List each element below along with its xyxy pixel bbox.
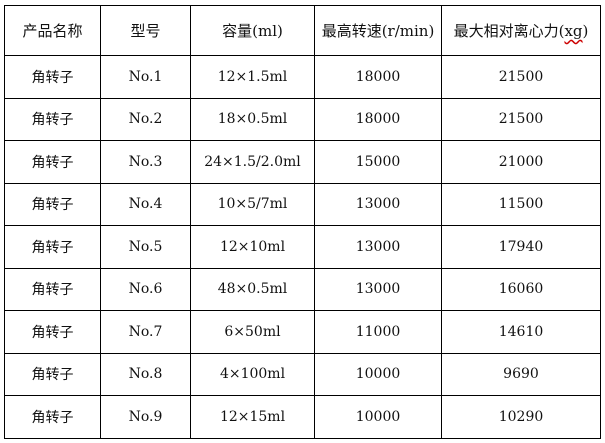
header-max-speed: 最高转速(r/min) [314, 5, 442, 56]
cell-max-rcf: 21500 [441, 55, 601, 99]
cell-max-speed: 10000 [314, 352, 442, 396]
table-row: 角转子 No.7 6×50ml 11000 14610 [4, 310, 601, 354]
header-model: 型号 [100, 5, 191, 56]
cell-model: No.3 [100, 140, 191, 184]
table-row: 角转子 No.5 12×10ml 13000 17940 [4, 225, 601, 269]
cell-max-rcf: 9690 [441, 352, 601, 396]
cell-max-speed: 18000 [314, 97, 442, 141]
cell-model: No.8 [100, 352, 191, 396]
table-row: 角转子 No.4 10×5/7ml 13000 11500 [4, 182, 601, 226]
cell-max-rcf: 21000 [441, 140, 601, 184]
cell-product-name: 角转子 [4, 267, 101, 311]
cell-max-rcf: 11500 [441, 182, 601, 226]
cell-max-rcf: 17940 [441, 225, 601, 269]
header-max-rcf-unit: xg [564, 22, 583, 40]
cell-max-speed: 13000 [314, 267, 442, 311]
cell-model: No.4 [100, 182, 191, 226]
cell-model: No.9 [100, 395, 191, 439]
cell-capacity: 6×50ml [190, 310, 315, 354]
cell-max-speed: 13000 [314, 225, 442, 269]
header-capacity: 容量(ml) [190, 5, 315, 56]
table-row: 角转子 No.1 12×1.5ml 18000 21500 [4, 55, 601, 99]
cell-max-speed: 18000 [314, 55, 442, 99]
cell-product-name: 角转子 [4, 97, 101, 141]
table-header-row: 产品名称 型号 容量(ml) 最高转速(r/min) 最大相对离心力(xg) [4, 5, 601, 56]
cell-capacity: 12×1.5ml [190, 55, 315, 99]
table-row: 角转子 No.8 4×100ml 10000 9690 [4, 352, 601, 396]
cell-product-name: 角转子 [4, 55, 101, 99]
cell-capacity: 12×10ml [190, 225, 315, 269]
cell-capacity: 48×0.5ml [190, 267, 315, 311]
cell-capacity: 18×0.5ml [190, 97, 315, 141]
cell-capacity: 10×5/7ml [190, 182, 315, 226]
cell-capacity: 4×100ml [190, 352, 315, 396]
cell-model: No.2 [100, 97, 191, 141]
cell-product-name: 角转子 [4, 395, 101, 439]
cell-product-name: 角转子 [4, 310, 101, 354]
cell-model: No.6 [100, 267, 191, 311]
cell-max-speed: 10000 [314, 395, 442, 439]
cell-max-speed: 11000 [314, 310, 442, 354]
header-max-rcf-prefix: 最大相对离心力( [453, 22, 565, 40]
cell-model: No.1 [100, 55, 191, 99]
cell-capacity: 12×15ml [190, 395, 315, 439]
table-row: 角转子 No.9 12×15ml 10000 10290 [4, 395, 601, 439]
cell-capacity: 24×1.5/2.0ml [190, 140, 315, 184]
cell-product-name: 角转子 [4, 352, 101, 396]
header-product-name: 产品名称 [4, 5, 101, 56]
header-max-rcf: 最大相对离心力(xg) [441, 5, 601, 56]
cell-max-rcf: 14610 [441, 310, 601, 354]
cell-max-rcf: 10290 [441, 395, 601, 439]
table-row: 角转子 No.6 48×0.5ml 13000 16060 [4, 267, 601, 311]
header-max-rcf-suffix: ) [582, 22, 589, 40]
cell-max-rcf: 16060 [441, 267, 601, 311]
cell-product-name: 角转子 [4, 225, 101, 269]
cell-max-speed: 15000 [314, 140, 442, 184]
cell-product-name: 角转子 [4, 182, 101, 226]
table-row: 角转子 No.2 18×0.5ml 18000 21500 [4, 97, 601, 141]
cell-max-speed: 13000 [314, 182, 442, 226]
cell-model: No.7 [100, 310, 191, 354]
table-row: 角转子 No.3 24×1.5/2.0ml 15000 21000 [4, 140, 601, 184]
cell-model: No.5 [100, 225, 191, 269]
rotor-spec-table: 产品名称 型号 容量(ml) 最高转速(r/min) 最大相对离心力(xg) 角… [4, 5, 601, 439]
cell-product-name: 角转子 [4, 140, 101, 184]
cell-max-rcf: 21500 [441, 97, 601, 141]
